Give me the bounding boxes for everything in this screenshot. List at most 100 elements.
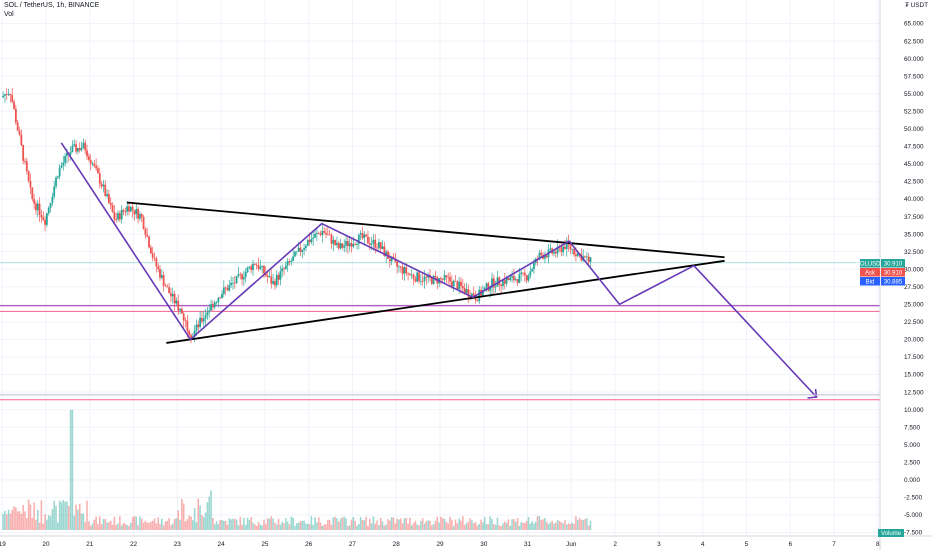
volume-bar bbox=[228, 518, 231, 530]
candle-body bbox=[525, 275, 528, 281]
volume-bar bbox=[513, 519, 515, 530]
time-tick-label: 5 bbox=[745, 541, 749, 548]
volume-bar bbox=[383, 525, 386, 530]
volume-bar bbox=[407, 523, 409, 530]
projection-arrowhead[interactable] bbox=[807, 388, 818, 399]
price-tick-label: 62.500 bbox=[904, 38, 924, 45]
volume-bar bbox=[82, 513, 85, 530]
volume-bar bbox=[533, 523, 535, 530]
volume-bar bbox=[224, 520, 227, 530]
candle-body bbox=[452, 280, 455, 287]
time-tick-label: 28 bbox=[393, 541, 401, 548]
candle-body bbox=[454, 280, 457, 282]
volume-bar bbox=[292, 517, 294, 530]
volume-bar bbox=[509, 525, 512, 530]
candle-body bbox=[175, 300, 178, 304]
volume-bar bbox=[467, 521, 470, 530]
candle-body bbox=[49, 202, 52, 208]
volume-bar bbox=[332, 517, 335, 530]
volume-bar bbox=[77, 509, 79, 530]
candle-body bbox=[465, 289, 468, 293]
volume-bar bbox=[374, 523, 377, 530]
volume-bar bbox=[458, 518, 460, 530]
volume-bar bbox=[288, 524, 291, 530]
volume-bar bbox=[354, 520, 356, 530]
volume-bar bbox=[26, 518, 28, 530]
volume-bar bbox=[303, 520, 305, 530]
candle-body bbox=[263, 265, 265, 274]
volume-bar bbox=[529, 523, 532, 530]
volume-bar bbox=[480, 519, 482, 530]
volume-bar bbox=[538, 516, 541, 530]
volume-bar bbox=[325, 524, 327, 530]
candle-body bbox=[179, 308, 181, 311]
symbol-legend[interactable]: SOL / TetherUS, 1h, BINANCE bbox=[4, 2, 100, 9]
volume-bar bbox=[254, 524, 256, 530]
price-tick-label: 42.500 bbox=[904, 179, 924, 186]
volume-bar bbox=[294, 525, 296, 530]
projection-path[interactable] bbox=[60, 142, 818, 399]
volume-bar bbox=[534, 521, 537, 530]
candle-body bbox=[241, 274, 243, 280]
candle-body bbox=[75, 144, 77, 152]
candle-body bbox=[288, 261, 291, 262]
candle-body bbox=[211, 304, 214, 308]
price-tag-label: SOLUSDT bbox=[856, 261, 885, 267]
volume-bar bbox=[168, 518, 170, 530]
volume-bars bbox=[2, 410, 592, 530]
trendlines[interactable] bbox=[126, 201, 725, 344]
candle-body bbox=[248, 266, 251, 268]
volume-bar bbox=[312, 524, 315, 530]
trendline-lower[interactable] bbox=[166, 259, 725, 344]
candle-body bbox=[405, 267, 408, 274]
candle-body bbox=[345, 241, 347, 246]
candle-body bbox=[398, 266, 400, 268]
candle-body bbox=[339, 243, 342, 249]
volume-bar bbox=[100, 524, 103, 530]
candle-body bbox=[556, 246, 559, 254]
candle-body bbox=[467, 289, 470, 297]
candle-body bbox=[554, 251, 557, 254]
candle-body bbox=[481, 290, 484, 296]
volume-bar bbox=[544, 517, 546, 530]
volume-bar bbox=[285, 518, 287, 530]
projection-polyline[interactable] bbox=[60, 142, 818, 398]
volume-bar bbox=[308, 524, 311, 530]
volume-legend[interactable]: Vol bbox=[4, 11, 14, 18]
candle-body bbox=[363, 234, 366, 239]
volume-bar bbox=[297, 522, 300, 530]
candle-body bbox=[463, 288, 466, 293]
candle-body bbox=[113, 212, 116, 220]
candle-body bbox=[124, 211, 127, 213]
candle-body bbox=[492, 278, 495, 288]
candle-body bbox=[109, 202, 112, 206]
candle-body bbox=[149, 247, 152, 254]
volume-bar bbox=[161, 518, 163, 530]
candle-body bbox=[458, 281, 461, 290]
trendline-upper[interactable] bbox=[126, 201, 725, 259]
candle-body bbox=[447, 276, 450, 278]
volume-bar bbox=[372, 516, 375, 530]
currency-label[interactable]: ₮ USDT bbox=[905, 2, 928, 9]
candle-body bbox=[472, 293, 475, 298]
candle-body bbox=[86, 150, 88, 157]
candle-body bbox=[14, 108, 17, 123]
candles bbox=[2, 87, 592, 344]
volume-bar bbox=[418, 525, 420, 530]
candle-body bbox=[418, 272, 420, 282]
candle-body bbox=[22, 145, 25, 161]
volume-bar bbox=[434, 520, 437, 530]
volume-bar bbox=[286, 521, 289, 530]
candle-body bbox=[445, 275, 448, 277]
candle-body bbox=[319, 233, 322, 236]
volume-bar bbox=[55, 505, 57, 530]
time-tick-label: 26 bbox=[305, 541, 313, 548]
volume-bar bbox=[179, 519, 181, 530]
volume-bar bbox=[498, 525, 501, 530]
candle-body bbox=[441, 279, 444, 280]
candle-body bbox=[206, 312, 209, 316]
volume-bar bbox=[363, 520, 366, 530]
grid bbox=[0, 0, 880, 536]
